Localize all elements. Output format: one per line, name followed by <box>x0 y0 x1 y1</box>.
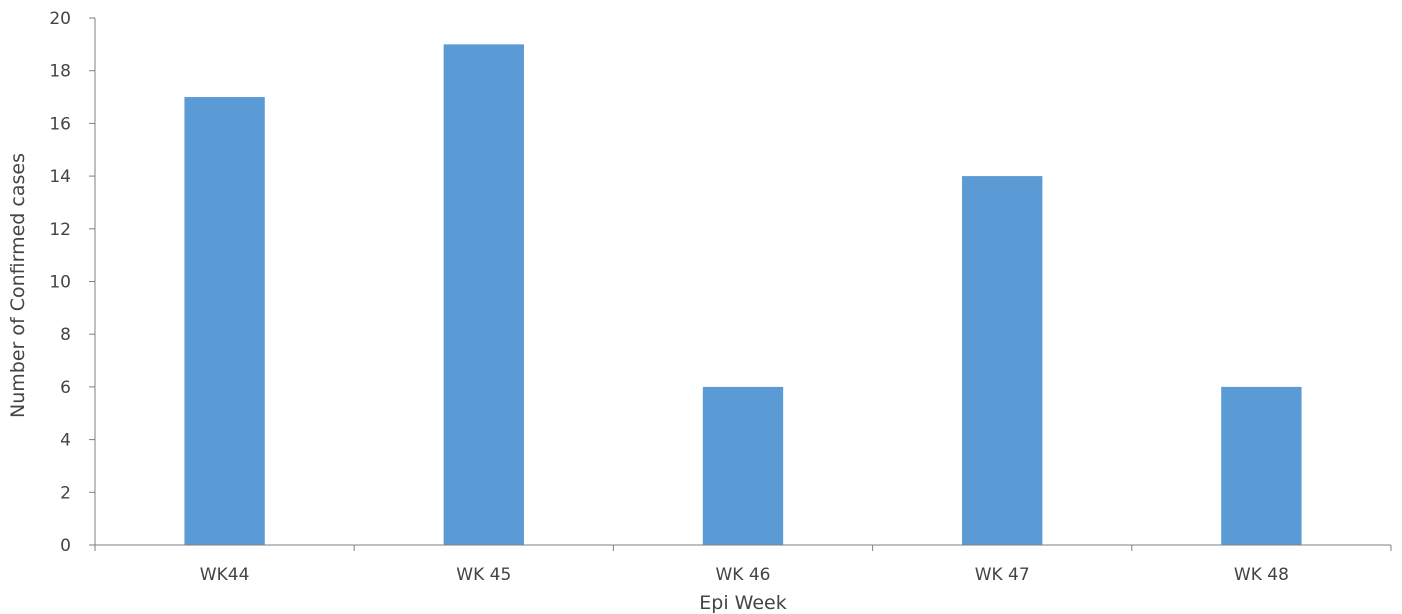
x-axis-title: Epi Week <box>699 592 786 614</box>
y-tick-label: 0 <box>60 536 71 556</box>
x-tick-label: WK 47 <box>975 565 1030 585</box>
y-tick-label: 8 <box>60 325 71 345</box>
bar <box>1221 386 1302 545</box>
bar <box>184 97 265 546</box>
bar <box>443 44 524 545</box>
x-tick-label: WK 48 <box>1234 565 1289 585</box>
x-tick-label: WK44 <box>200 565 250 585</box>
y-tick-label: 4 <box>60 431 71 451</box>
y-tick-label: 12 <box>49 220 71 240</box>
x-axis-ticks: WK44 WK 45 WK 46 WK 47 WK 48 <box>94 545 1392 585</box>
y-tick-label: 20 <box>49 9 71 29</box>
y-tick-label: 14 <box>49 167 71 187</box>
y-axis-title: Number of Confirmed cases <box>7 153 29 418</box>
y-tick-label: 10 <box>49 273 71 293</box>
y-tick-label: 2 <box>60 483 71 503</box>
y-axis-ticks: 0 2 4 6 8 10 12 14 16 18 20 <box>49 9 95 556</box>
bar <box>962 176 1043 545</box>
x-tick-label: WK 46 <box>716 565 771 585</box>
bar <box>702 386 784 545</box>
y-tick-label: 16 <box>49 114 71 134</box>
y-tick-label: 18 <box>49 62 71 82</box>
x-tick-label: WK 45 <box>456 565 511 585</box>
y-tick-label: 6 <box>60 378 71 398</box>
bars <box>184 44 1302 546</box>
